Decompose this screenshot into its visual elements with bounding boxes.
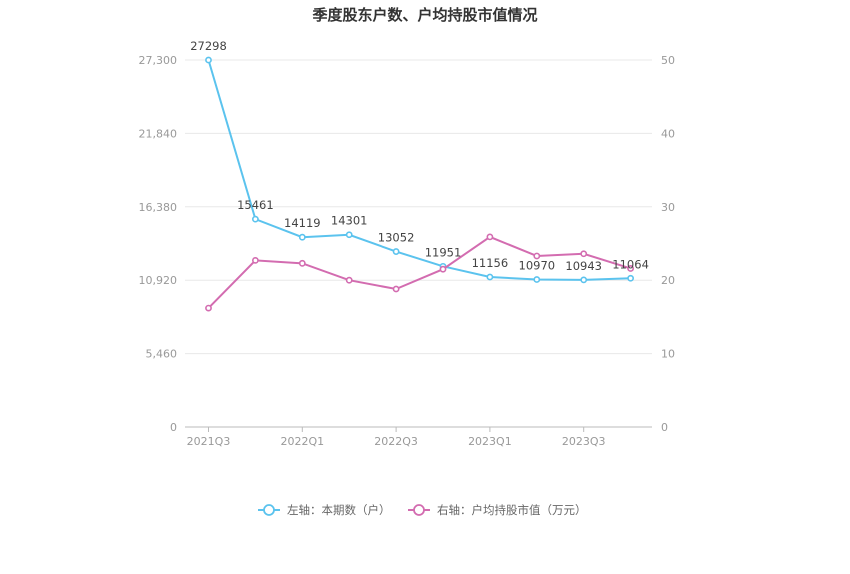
data-label: 14301 <box>331 214 368 228</box>
legend-entry: 左轴：本期数（户） <box>287 503 391 517</box>
data-point <box>298 233 306 241</box>
right-tick-label: 0 <box>661 421 668 434</box>
data-labels: 27298 15461 14119 14301 13052 11951 11156 10970… <box>190 39 649 273</box>
x-tick-label: 2022Q1 <box>280 435 324 448</box>
series-line-right <box>207 235 631 309</box>
x-tick-label: 2023Q3 <box>562 435 606 448</box>
left-tick-label: 21,840 <box>139 127 178 140</box>
data-point <box>392 285 400 293</box>
right-tick-label: 50 <box>661 54 675 67</box>
right-tick-label: 40 <box>661 127 675 140</box>
x-tick-label: 2023Q1 <box>468 435 512 448</box>
data-point <box>580 250 588 258</box>
legend-swatch-marker <box>413 504 425 516</box>
data-label: 13052 <box>378 231 415 245</box>
left-tick-label: 10,920 <box>139 274 178 287</box>
chart-title: 季度股东户数、户均持股市值情况 <box>312 6 537 24</box>
left-tick-label: 16,380 <box>139 201 178 214</box>
data-point <box>251 256 259 264</box>
data-point <box>251 215 259 223</box>
data-label: 14119 <box>284 216 321 230</box>
data-point <box>439 265 447 273</box>
data-point <box>205 304 212 312</box>
left-tick-label: 5,460 <box>146 348 178 361</box>
legend-swatch-marker <box>263 504 275 516</box>
data-point <box>533 252 541 260</box>
data-point <box>345 276 353 284</box>
series-line-left <box>207 59 631 281</box>
x-tick-label: 2022Q3 <box>374 435 418 448</box>
data-point <box>486 233 494 241</box>
right-tick-label: 30 <box>661 201 675 214</box>
right-tick-label: 10 <box>661 348 675 361</box>
data-point <box>392 248 400 255</box>
legend-entry: 右轴：户均持股市值（万元） <box>437 503 587 517</box>
data-label: 11156 <box>472 256 509 270</box>
x-tick-label: 2021Q3 <box>187 435 231 448</box>
data-point <box>627 274 634 282</box>
right-tick-label: 20 <box>661 274 675 287</box>
axes: 0 5,460 10,920 16,380 21,840 27,300 0 10 20 30 40 5… <box>139 54 676 448</box>
series-layer <box>205 56 634 312</box>
data-label: 10943 <box>565 259 602 273</box>
data-point <box>627 265 634 272</box>
data-label: 27298 <box>190 39 227 53</box>
data-point <box>486 273 494 281</box>
data-label: 15461 <box>237 198 274 212</box>
data-point <box>345 231 353 239</box>
data-point <box>205 56 212 64</box>
data-point <box>298 259 306 267</box>
left-tick-label: 27,300 <box>139 54 178 67</box>
data-label: 11064 <box>612 257 649 271</box>
data-label: 11951 <box>425 245 462 259</box>
left-tick-label: 0 <box>170 421 177 434</box>
data-point <box>533 276 541 283</box>
data-label: 10970 <box>519 259 556 273</box>
data-point <box>580 276 588 284</box>
legend: 左轴：本期数（户） 右轴：户均持股市值（万元） <box>258 503 587 517</box>
